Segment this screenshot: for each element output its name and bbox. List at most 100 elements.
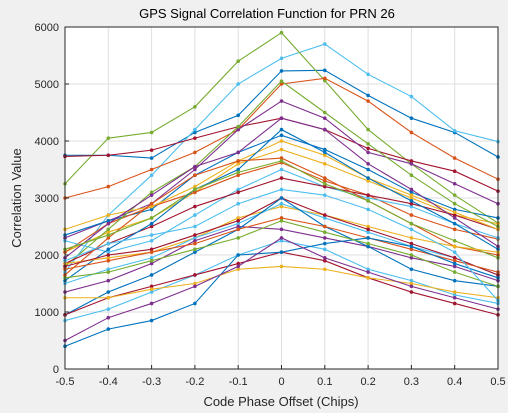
data-point: [149, 148, 154, 152]
data-point: [323, 256, 327, 260]
y-tick-label: 6000: [35, 22, 59, 34]
data-point: [366, 127, 370, 132]
data-point: [409, 193, 414, 197]
data-point: [323, 68, 327, 73]
data-point: [236, 219, 240, 223]
data-point: [236, 124, 240, 129]
data-point: [193, 164, 197, 169]
data-point: [149, 173, 154, 177]
data-point: [323, 193, 327, 197]
data-point: [366, 99, 370, 103]
data-point: [323, 224, 327, 229]
data-point: [452, 301, 457, 306]
data-point: [409, 290, 414, 294]
data-point: [193, 224, 197, 229]
data-point: [149, 256, 154, 260]
series-layer: [63, 30, 500, 349]
data-point: [236, 150, 240, 155]
data-point: [323, 181, 327, 186]
x-tick-label: 0.1: [317, 376, 332, 388]
data-point: [366, 230, 370, 234]
data-point: [323, 230, 327, 234]
data-point: [366, 179, 370, 183]
data-point: [409, 213, 414, 217]
data-point: [366, 207, 370, 212]
y-tick-label: 0: [53, 364, 59, 376]
data-point: [236, 267, 240, 272]
data-point: [193, 127, 197, 132]
data-point: [106, 219, 111, 223]
data-point: [409, 221, 414, 226]
data-point: [279, 133, 284, 138]
series-14: [63, 116, 500, 260]
data-point: [323, 179, 327, 183]
data-point: [366, 276, 370, 280]
data-point: [452, 258, 457, 263]
data-point: [236, 236, 240, 240]
data-point: [236, 173, 240, 177]
data-point: [452, 193, 457, 197]
data-point: [149, 238, 154, 243]
data-point: [452, 270, 457, 274]
data-point: [193, 250, 197, 254]
data-point: [366, 193, 370, 197]
data-point: [279, 159, 284, 163]
x-tick-label: -0.2: [185, 376, 204, 388]
y-tick-label: 3000: [35, 193, 59, 205]
data-point: [279, 187, 284, 192]
data-point: [279, 236, 284, 240]
data-point: [366, 167, 370, 172]
data-point: [409, 199, 414, 203]
data-point: [106, 290, 111, 294]
data-point: [106, 184, 111, 189]
data-point: [193, 213, 197, 217]
y-axis-label: Correlation Value: [9, 148, 24, 247]
data-point: [452, 181, 457, 186]
data-point: [193, 150, 197, 155]
x-axis-label: Code Phase Offset (Chips): [203, 394, 358, 409]
data-point: [323, 153, 327, 158]
series-28: [63, 236, 500, 343]
data-point: [193, 136, 197, 140]
data-point: [279, 156, 284, 160]
data-point: [323, 147, 327, 152]
data-point: [409, 241, 414, 246]
data-point: [106, 233, 111, 237]
data-point: [236, 159, 240, 163]
data-point: [409, 236, 414, 240]
data-point: [323, 116, 327, 120]
data-point: [149, 261, 154, 266]
data-point: [193, 236, 197, 240]
data-point: [279, 204, 284, 209]
data-point: [279, 139, 284, 143]
data-point: [323, 127, 327, 132]
data-point: [106, 153, 111, 158]
data-point: [106, 256, 111, 260]
data-point: [149, 273, 154, 277]
x-tick-label: -0.1: [229, 376, 248, 388]
data-point: [149, 301, 154, 306]
data-point: [452, 156, 457, 160]
data-point: [409, 196, 414, 200]
data-point: [106, 327, 111, 331]
data-point: [149, 258, 154, 263]
data-point: [193, 204, 197, 209]
data-point: [236, 170, 240, 175]
data-point: [452, 213, 457, 217]
data-point: [366, 196, 370, 200]
series-17: [63, 159, 500, 260]
data-point: [366, 72, 370, 77]
data-point: [149, 216, 154, 220]
data-point: [323, 176, 327, 180]
data-point: [323, 150, 327, 155]
series-27: [63, 264, 500, 300]
data-point: [149, 233, 154, 237]
data-point: [409, 190, 414, 195]
data-point: [452, 261, 457, 266]
data-point: [452, 278, 457, 283]
chart-title: GPS Signal Correlation Function for PRN …: [139, 6, 395, 21]
data-point: [279, 227, 284, 232]
data-point: [193, 187, 197, 192]
data-point: [409, 284, 414, 289]
